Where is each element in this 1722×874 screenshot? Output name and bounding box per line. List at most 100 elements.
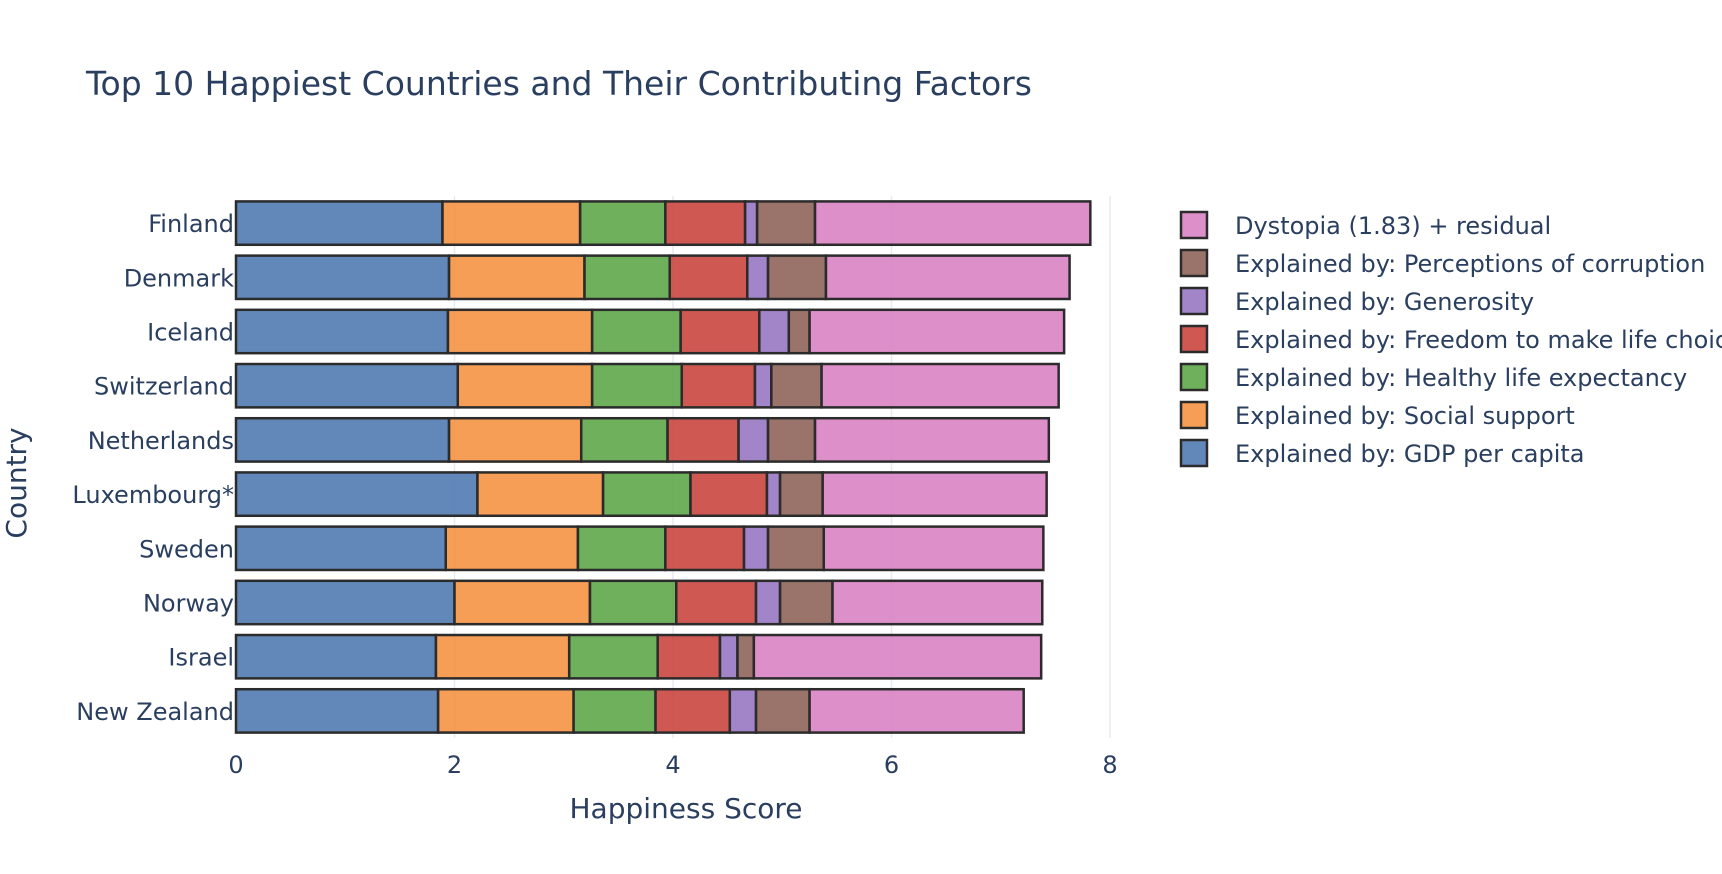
bar-segment <box>824 254 1071 301</box>
bar-segment <box>436 687 575 734</box>
bar-segment <box>576 525 667 572</box>
bar-segment <box>770 362 823 409</box>
legend-swatch <box>1179 438 1209 468</box>
bar-segment <box>680 362 757 409</box>
legend-label: Explained by: Freedom to make life choic… <box>1235 326 1722 354</box>
bar-segment <box>668 254 749 301</box>
bar-segment <box>234 525 448 572</box>
y-tick-label: New Zealand <box>76 698 234 726</box>
bar-segment <box>456 362 594 409</box>
x-tick-label: 0 <box>228 751 243 779</box>
bar-segment <box>813 200 1092 247</box>
bar-segment <box>822 525 1045 572</box>
y-tick-label: Switzerland <box>94 373 234 401</box>
bar-segment <box>689 471 769 518</box>
legend-swatch <box>1179 362 1209 392</box>
y-tick-label: Luxembourg* <box>72 481 234 509</box>
legend-item[interactable]: Explained by: GDP per capita <box>1179 438 1585 468</box>
bar-segment <box>766 254 828 301</box>
bar-segment <box>831 579 1044 626</box>
bar-segment <box>821 471 1048 518</box>
bar-segment <box>679 308 761 355</box>
legend-item[interactable]: Explained by: Perceptions of corruption <box>1179 248 1705 278</box>
legend-swatch <box>1179 324 1209 354</box>
y-tick-label: Norway <box>143 590 234 618</box>
bar-segment <box>718 633 739 680</box>
bar-segment <box>666 416 740 463</box>
legend-label: Explained by: Social support <box>1235 402 1575 430</box>
x-tick-layer: 0 2 4 6 8 <box>228 751 1117 779</box>
y-tick-label: Iceland <box>147 319 234 347</box>
bar-segment <box>753 362 773 409</box>
bar-segment <box>728 687 758 734</box>
bar-segment <box>736 633 756 680</box>
bar-segment <box>742 525 770 572</box>
bar-segment <box>752 633 1043 680</box>
y-tick-label: Sweden <box>139 535 234 563</box>
bar-segment <box>787 308 811 355</box>
bar-segment <box>766 416 817 463</box>
bar-segment <box>234 200 444 247</box>
bars-layer <box>234 200 1092 734</box>
legend-item[interactable]: Explained by: Social support <box>1179 400 1575 430</box>
bar-segment <box>434 633 571 680</box>
bar-segment <box>656 633 722 680</box>
legend-swatch <box>1179 286 1209 316</box>
bar-segment <box>583 254 671 301</box>
legend-swatch <box>1179 248 1209 278</box>
bar-segment <box>813 416 1051 463</box>
bar-segment <box>758 308 791 355</box>
bar-segment <box>808 308 1066 355</box>
legend-label: Explained by: Healthy life expectancy <box>1235 364 1687 392</box>
bar-segment <box>447 416 583 463</box>
bar-segment <box>808 687 1025 734</box>
bar-segment <box>234 471 479 518</box>
bar-segment <box>664 525 746 572</box>
bar-segment <box>447 254 586 301</box>
legend-item[interactable]: Explained by: Generosity <box>1179 286 1534 316</box>
bar-segment <box>453 579 592 626</box>
y-axis-title: Country <box>0 427 33 538</box>
legend-item[interactable]: Explained by: Freedom to make life choic… <box>1179 324 1722 354</box>
legend-item[interactable]: Explained by: Healthy life expectancy <box>1179 362 1687 392</box>
bar-segment <box>234 416 451 463</box>
bar-segment <box>654 687 732 734</box>
bar-segment <box>765 471 782 518</box>
bar-segment <box>590 308 682 355</box>
x-tick-label: 8 <box>1102 751 1117 779</box>
bar-segment <box>444 525 580 572</box>
legend: Dystopia (1.83) + residual Explained by: … <box>1179 210 1722 468</box>
bar-segment <box>578 200 667 247</box>
bar-segment <box>746 254 770 301</box>
y-tick-label: Israel <box>168 644 234 672</box>
y-tick-label: Finland <box>148 210 234 238</box>
x-tick-label: 2 <box>447 751 462 779</box>
bar-segment <box>234 633 438 680</box>
chart-title: Top 10 Happiest Countries and Their Cont… <box>85 64 1032 103</box>
legend-label: Explained by: GDP per capita <box>1235 440 1585 468</box>
bar-segment <box>441 200 582 247</box>
x-tick-label: 4 <box>665 751 680 779</box>
bar-segment <box>234 362 460 409</box>
bar-segment <box>601 471 692 518</box>
legend-label: Dystopia (1.83) + residual <box>1235 212 1551 240</box>
bar-segment <box>778 471 824 518</box>
bar-segment <box>754 579 782 626</box>
bar-segment <box>572 687 657 734</box>
bar-segment <box>755 200 817 247</box>
bar-segment <box>579 416 669 463</box>
bar-segment <box>743 200 759 247</box>
bar-segment <box>588 579 678 626</box>
legend-swatch <box>1179 400 1209 430</box>
bar-segment <box>664 200 747 247</box>
bar-segment <box>766 525 826 572</box>
bar-segment <box>234 579 456 626</box>
bar-segment <box>590 362 683 409</box>
legend-swatch <box>1179 210 1209 240</box>
legend-item[interactable]: Dystopia (1.83) + residual <box>1179 210 1551 240</box>
bar-segment <box>446 308 594 355</box>
bar-segment <box>778 579 834 626</box>
y-tick-label: Netherlands <box>88 427 234 455</box>
